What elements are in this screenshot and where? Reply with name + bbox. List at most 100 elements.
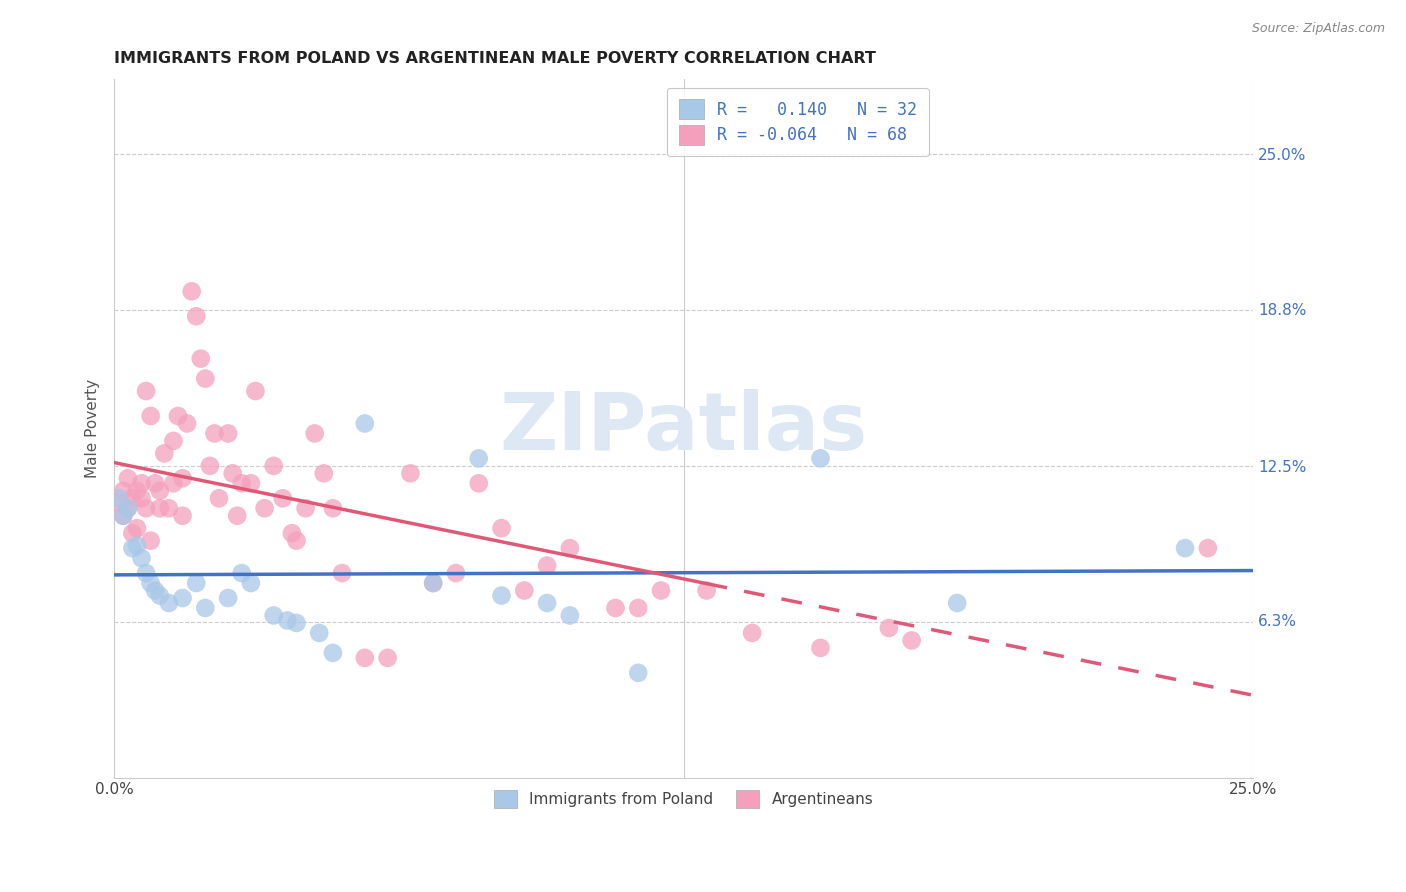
Point: [131, 491, 153, 506]
Point: [467, 451, 489, 466]
Point: [650, 583, 672, 598]
Point: [157, 501, 180, 516]
Point: [308, 626, 330, 640]
Point: [143, 476, 166, 491]
Point: [322, 501, 344, 516]
Point: [696, 583, 718, 598]
Point: [162, 476, 184, 491]
Point: [1197, 541, 1219, 556]
Point: [271, 491, 294, 506]
Point: [125, 483, 148, 498]
Point: [294, 501, 316, 516]
Point: [422, 576, 444, 591]
Point: [180, 285, 202, 299]
Point: [399, 467, 422, 481]
Point: [353, 417, 375, 431]
Point: [491, 521, 513, 535]
Point: [627, 601, 650, 615]
Point: [162, 434, 184, 448]
Point: [221, 467, 243, 481]
Point: [741, 626, 763, 640]
Point: [135, 501, 157, 516]
Point: [153, 446, 176, 460]
Point: [946, 596, 969, 610]
Y-axis label: Male Poverty: Male Poverty: [86, 379, 100, 478]
Point: [149, 483, 172, 498]
Point: [117, 501, 139, 516]
Point: [139, 409, 162, 423]
Point: [877, 621, 900, 635]
Point: [491, 589, 513, 603]
Point: [285, 533, 308, 548]
Point: [444, 566, 467, 580]
Point: [322, 646, 344, 660]
Point: [276, 614, 298, 628]
Point: [172, 508, 194, 523]
Point: [231, 476, 253, 491]
Point: [167, 409, 190, 423]
Point: [139, 576, 162, 591]
Point: [117, 501, 139, 516]
Point: [422, 576, 444, 591]
Point: [186, 310, 208, 324]
Point: [810, 640, 832, 655]
Point: [121, 541, 143, 556]
Point: [330, 566, 353, 580]
Point: [467, 476, 489, 491]
Point: [377, 651, 399, 665]
Point: [149, 589, 172, 603]
Point: [239, 576, 262, 591]
Point: [536, 596, 558, 610]
Point: [304, 426, 326, 441]
Point: [253, 501, 276, 516]
Point: [194, 601, 217, 615]
Point: [263, 608, 285, 623]
Point: [121, 491, 143, 506]
Point: [900, 633, 922, 648]
Point: [231, 566, 253, 580]
Point: [1174, 541, 1197, 556]
Point: [112, 508, 135, 523]
Point: [285, 615, 308, 630]
Point: [312, 467, 335, 481]
Point: [157, 596, 180, 610]
Point: [107, 491, 129, 506]
Point: [139, 533, 162, 548]
Point: [131, 551, 153, 566]
Point: [112, 483, 135, 498]
Point: [121, 526, 143, 541]
Point: [281, 526, 304, 541]
Point: [226, 508, 249, 523]
Point: [558, 541, 581, 556]
Point: [627, 665, 650, 680]
Point: [558, 608, 581, 623]
Point: [263, 458, 285, 473]
Text: IMMIGRANTS FROM POLAND VS ARGENTINEAN MALE POVERTY CORRELATION CHART: IMMIGRANTS FROM POLAND VS ARGENTINEAN MA…: [114, 51, 876, 66]
Point: [208, 491, 231, 506]
Point: [125, 521, 148, 535]
Point: [194, 371, 217, 385]
Point: [131, 476, 153, 491]
Point: [513, 583, 536, 598]
Point: [353, 651, 375, 665]
Legend: Immigrants from Poland, Argentineans: Immigrants from Poland, Argentineans: [486, 782, 882, 815]
Point: [135, 384, 157, 398]
Point: [245, 384, 267, 398]
Text: Source: ZipAtlas.com: Source: ZipAtlas.com: [1251, 22, 1385, 36]
Point: [810, 451, 832, 466]
Point: [117, 471, 139, 485]
Point: [176, 417, 198, 431]
Point: [135, 566, 157, 580]
Point: [190, 351, 212, 366]
Point: [125, 539, 148, 553]
Point: [149, 501, 172, 516]
Point: [239, 476, 262, 491]
Point: [172, 591, 194, 605]
Point: [605, 601, 627, 615]
Point: [186, 576, 208, 591]
Point: [198, 458, 221, 473]
Point: [217, 426, 239, 441]
Point: [204, 426, 226, 441]
Text: ZIPatlas: ZIPatlas: [499, 390, 868, 467]
Point: [107, 496, 129, 510]
